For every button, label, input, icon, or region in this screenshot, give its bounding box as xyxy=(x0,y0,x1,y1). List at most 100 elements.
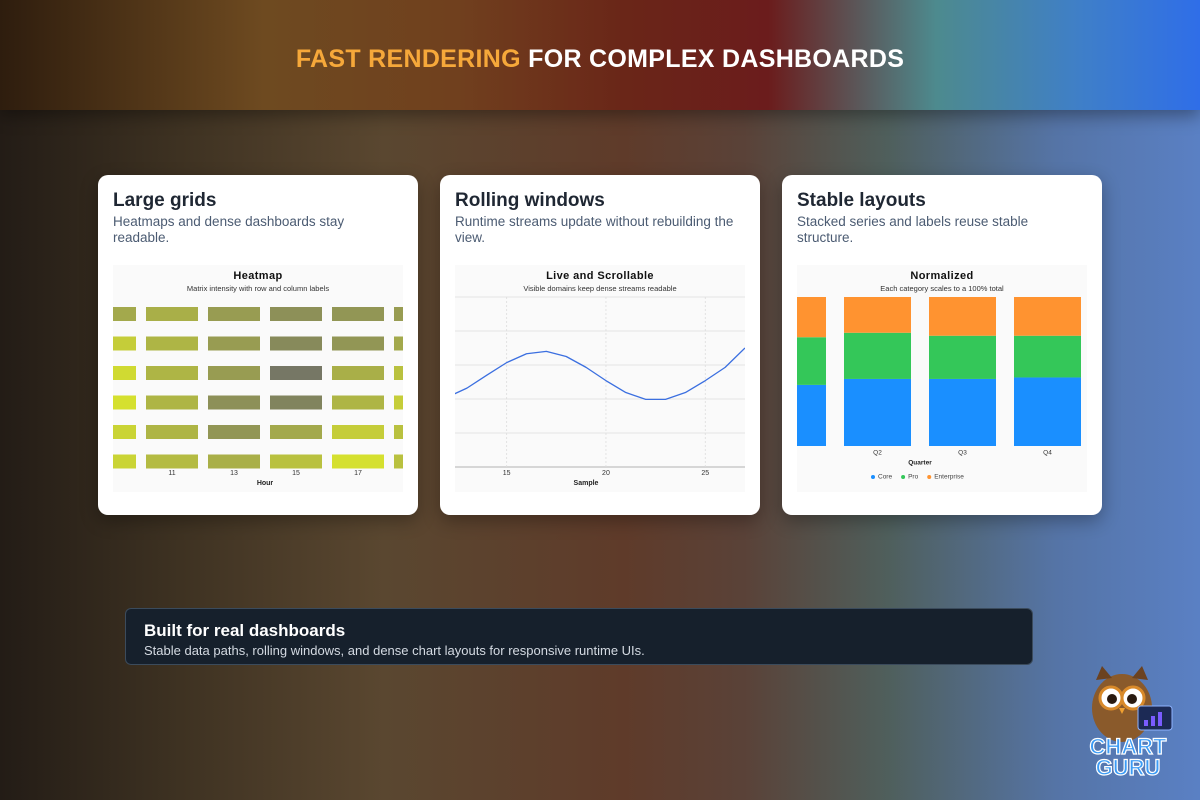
bar-segment xyxy=(844,297,911,333)
headline: FAST RENDERING FOR COMPLEX DASHBOARDS xyxy=(0,45,1200,74)
bar-segment xyxy=(929,297,996,336)
legend-label: Pro xyxy=(908,474,919,481)
x-tick-label: Q2 xyxy=(873,450,882,457)
logo-bar xyxy=(1144,720,1148,726)
header: FAST RENDERING FOR COMPLEX DASHBOARDS xyxy=(0,0,1200,110)
logo-bar xyxy=(1151,716,1155,726)
legend-label: Enterprise xyxy=(934,474,964,481)
heatmap-cell xyxy=(332,336,384,351)
chart: Normalized Each category scales to a 100%… xyxy=(797,265,1087,492)
line-series xyxy=(455,347,745,400)
x-axis-label: Sample xyxy=(574,480,599,487)
x-tick-label: 20 xyxy=(602,470,610,477)
heatmap-cell xyxy=(208,366,260,380)
chart: Live and Scrollable Visible domains keep … xyxy=(455,265,745,492)
heatmap-cell xyxy=(208,395,260,410)
bar-segment xyxy=(929,335,996,379)
heatmap-cell xyxy=(394,307,403,321)
heatmap-cell xyxy=(113,307,136,321)
x-tick-label: Q4 xyxy=(1043,450,1052,457)
bar-segment xyxy=(1014,297,1081,336)
bar-segment xyxy=(797,384,826,446)
heatmap-cell xyxy=(208,336,260,351)
heatmap-cell xyxy=(332,395,384,410)
bar-segment xyxy=(844,332,911,379)
chart-title: Normalized xyxy=(910,270,973,282)
x-tick-label: 15 xyxy=(503,470,511,477)
card-description: Heatmaps and dense dashboards stay reada… xyxy=(113,214,345,245)
logo: CHART GURU xyxy=(1089,666,1173,780)
card-description: Stacked series and labels reuse stable s… xyxy=(797,214,1029,245)
headline-rest: FOR COMPLEX DASHBOARDS xyxy=(528,45,905,73)
bar-segment xyxy=(844,378,911,446)
bar-segment xyxy=(797,297,826,338)
heatmap-cell xyxy=(146,366,198,380)
heatmap-cell xyxy=(332,454,384,469)
heatmap-cell xyxy=(113,395,136,410)
heatmap-cell xyxy=(394,366,403,380)
x-axis-label: Hour xyxy=(257,480,274,487)
card-title: Stable layouts xyxy=(797,190,926,211)
x-tick-label: Q3 xyxy=(958,450,967,457)
legend-swatch xyxy=(871,475,875,479)
heatmap-cell xyxy=(113,366,136,380)
heatmap-cell xyxy=(394,425,403,439)
logo-beak xyxy=(1119,708,1125,714)
heatmap-cell xyxy=(270,454,322,469)
heatmap-cell xyxy=(394,336,403,351)
bar-segment xyxy=(1014,377,1081,446)
chart-subtitle: Visible domains keep dense streams reada… xyxy=(523,284,676,293)
heatmap-cell xyxy=(270,307,322,321)
heatmap-cell xyxy=(208,454,260,469)
card-title: Rolling windows xyxy=(455,190,605,211)
heatmap-cell xyxy=(394,454,403,469)
bar-segment xyxy=(929,378,996,446)
heatmap-cell xyxy=(332,307,384,321)
logo-bar xyxy=(1158,712,1162,726)
heatmap-cell xyxy=(146,395,198,410)
chart-subtitle: Matrix intensity with row and column lab… xyxy=(187,284,329,293)
heatmap-cell xyxy=(146,336,198,351)
chart-title: Heatmap xyxy=(233,270,282,282)
heatmap-cell xyxy=(270,366,322,380)
x-tick-label: 25 xyxy=(701,470,709,477)
card-title: Large grids xyxy=(113,190,217,211)
card: Stable layouts Stacked series and labels… xyxy=(782,175,1102,515)
legend-label: Core xyxy=(878,474,892,481)
x-tick-label: 17 xyxy=(354,470,362,477)
bar-segment xyxy=(1014,335,1081,378)
plot xyxy=(797,297,1081,446)
chart: Heatmap Matrix intensity with row and col… xyxy=(113,265,403,492)
footer-title: Built for real dashboards xyxy=(144,621,346,640)
chart-title: Live and Scrollable xyxy=(546,270,654,282)
logo-text: CHART xyxy=(1090,734,1168,759)
heatmap-cell xyxy=(332,425,384,439)
chart-subtitle: Each category scales to a 100% total xyxy=(880,284,1004,293)
logo-pupil xyxy=(1107,694,1117,704)
heatmap-cell xyxy=(270,395,322,410)
card: Large grids Heatmaps and dense dashboard… xyxy=(98,175,418,515)
logo-ears xyxy=(1096,666,1148,680)
heatmap-cell xyxy=(394,395,403,410)
plot xyxy=(455,347,745,400)
footer: Built for real dashboards Stable data pa… xyxy=(125,608,1033,665)
logo-pupil xyxy=(1127,694,1137,704)
card: Rolling windows Runtime streams update w… xyxy=(440,175,760,515)
heatmap-cell xyxy=(146,425,198,439)
card-description: Runtime streams update without rebuildin… xyxy=(455,214,734,245)
heatmap-cell xyxy=(113,425,136,439)
x-tick-label: 11 xyxy=(168,470,175,477)
plot xyxy=(113,307,403,469)
heatmap-cell xyxy=(146,454,198,469)
heatmap-cell xyxy=(208,307,260,321)
heatmap-cell xyxy=(270,336,322,351)
x-axis-label: Quarter xyxy=(908,460,932,467)
footer-text: Stable data paths, rolling windows, and … xyxy=(144,643,645,658)
heatmap-cell xyxy=(332,366,384,380)
logo-text: GURU xyxy=(1096,755,1161,780)
bar-segment xyxy=(797,337,826,385)
heatmap-cell xyxy=(270,425,322,439)
x-tick-label: 15 xyxy=(292,470,300,477)
legend-swatch xyxy=(927,475,932,479)
